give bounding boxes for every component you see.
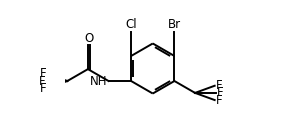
Text: F: F: [39, 75, 46, 88]
Text: F: F: [216, 94, 222, 107]
Text: O: O: [84, 32, 93, 45]
Text: Br: Br: [168, 18, 181, 31]
Text: Cl: Cl: [125, 18, 137, 31]
Text: NH: NH: [90, 75, 107, 88]
Text: F: F: [40, 82, 47, 95]
Text: F: F: [216, 79, 222, 92]
Text: F: F: [217, 86, 223, 99]
Text: F: F: [40, 67, 47, 80]
